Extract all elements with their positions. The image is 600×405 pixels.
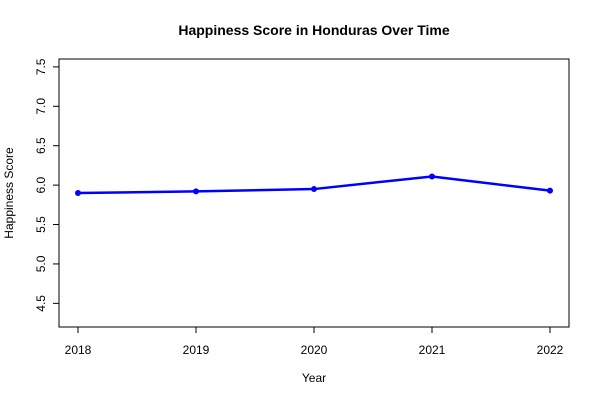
- x-axis-label: Year: [302, 371, 326, 385]
- chart-title: Happiness Score in Honduras Over Time: [178, 22, 449, 38]
- data-point: [547, 187, 553, 194]
- y-tick-label: 7.5: [34, 58, 48, 75]
- y-axis: 4.5 5.0 5.5 6.0 6.5 7.0 7.5: [34, 58, 60, 312]
- x-tick-label: 2021: [419, 343, 446, 357]
- y-tick-label: 4.5: [34, 295, 48, 312]
- data-point: [311, 186, 317, 193]
- x-tick-label: 2019: [183, 343, 210, 357]
- x-tick-label: 2018: [65, 343, 92, 357]
- data-point: [193, 188, 199, 195]
- y-tick-label: 6.0: [34, 176, 48, 193]
- x-tick-label: 2020: [301, 343, 328, 357]
- y-tick-label: 7.0: [34, 98, 48, 115]
- data-point: [429, 173, 435, 180]
- x-axis: 2018 2019 2020 2021 2022: [65, 326, 564, 357]
- y-tick-label: 5.0: [34, 255, 48, 272]
- x-tick-label: 2022: [537, 343, 564, 357]
- data-point: [75, 190, 81, 196]
- y-axis-label: Happiness Score: [2, 147, 16, 239]
- y-tick-label: 5.5: [34, 216, 48, 233]
- y-tick-label: 6.5: [34, 137, 48, 154]
- series-layer: [75, 173, 553, 196]
